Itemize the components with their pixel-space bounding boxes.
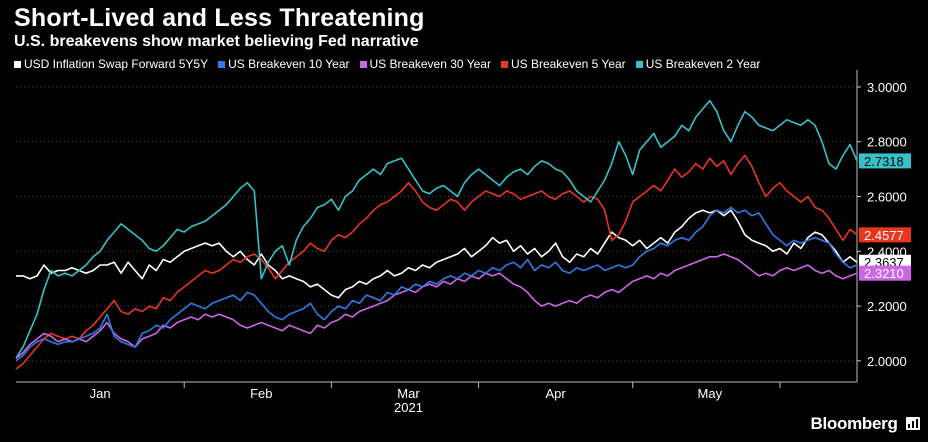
chart-icon xyxy=(906,417,920,430)
legend-label: USD Inflation Swap Forward 5Y5Y xyxy=(24,57,209,71)
series-line xyxy=(15,154,858,370)
chart-title: Short-Lived and Less Threatening xyxy=(14,4,425,32)
series-line xyxy=(15,99,858,359)
x-tick-label: Feb xyxy=(250,386,272,401)
last-value-tag xyxy=(859,227,911,243)
legend-swatch xyxy=(500,60,508,68)
y-tick-label: 2.0000 xyxy=(867,354,907,369)
legend-label: US Breakeven 2 Year xyxy=(645,57,761,71)
legend-item-breakeven-30y: US Breakeven 30 Year xyxy=(359,57,491,71)
y-tick-label: 2.8000 xyxy=(867,135,907,150)
legend-swatch xyxy=(218,60,226,68)
legend-item-breakeven-5y: US Breakeven 5 Year xyxy=(500,57,626,71)
last-value-tag xyxy=(859,153,911,169)
x-tick-label: May xyxy=(698,386,723,401)
brand-label: Bloomberg xyxy=(810,414,898,433)
series-line xyxy=(15,253,858,359)
legend-item-breakeven-2y: US Breakeven 2 Year xyxy=(635,57,761,71)
chart-subtitle: U.S. breakevens show market believing Fe… xyxy=(14,33,419,50)
x-tick-label: Jan xyxy=(90,386,111,401)
y-tick-label: 3.0000 xyxy=(867,80,907,95)
last-value-tag xyxy=(859,265,911,281)
series-line xyxy=(15,206,858,362)
last-value-label: 2.7318 xyxy=(864,154,904,169)
y-tick-label: 2.2000 xyxy=(867,299,907,314)
legend: USD Inflation Swap Forward 5Y5Y US Break… xyxy=(14,57,760,71)
last-value-label: 2.4577 xyxy=(864,228,904,243)
legend-swatch xyxy=(14,60,21,68)
legend-item-swap-5y5y: USD Inflation Swap Forward 5Y5Y xyxy=(14,57,208,71)
legend-item-breakeven-10y: US Breakeven 10 Year xyxy=(218,57,350,71)
x-tick-label: Mar xyxy=(397,386,420,401)
legend-label: US Breakeven 30 Year xyxy=(369,57,491,71)
legend-label: US Breakeven 10 Year xyxy=(228,57,350,71)
x-tick-label: Apr xyxy=(546,386,567,401)
bloomberg-logo: Bloomberg xyxy=(811,414,920,434)
y-tick-label: 2.6000 xyxy=(867,190,907,205)
legend-swatch xyxy=(635,60,643,68)
last-value-label: 2.3210 xyxy=(864,266,904,281)
x-axis-year-label: 2021 xyxy=(394,400,423,415)
legend-label: US Breakeven 5 Year xyxy=(510,57,626,71)
legend-swatch xyxy=(359,60,367,68)
